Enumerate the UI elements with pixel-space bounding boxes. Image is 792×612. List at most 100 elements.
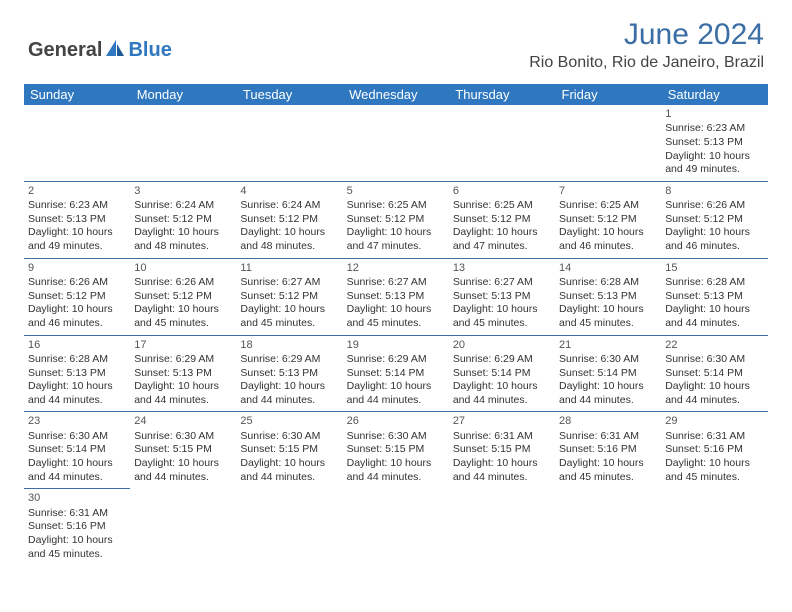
calendar-cell: 29Sunrise: 6:31 AMSunset: 5:16 PMDayligh…: [661, 412, 767, 489]
day-info-line: Sunrise: 6:26 AM: [28, 276, 126, 290]
day-info-line: Sunrise: 6:23 AM: [28, 199, 126, 213]
calendar-cell: [24, 105, 130, 181]
day-number: 14: [559, 261, 657, 275]
day-info-line: and 44 minutes.: [134, 394, 232, 408]
day-info-line: Sunrise: 6:27 AM: [453, 276, 551, 290]
day-info-line: and 45 minutes.: [134, 317, 232, 331]
day-info-line: and 45 minutes.: [559, 471, 657, 485]
location: Rio Bonito, Rio de Janeiro, Brazil: [529, 54, 764, 72]
calendar-cell: 1Sunrise: 6:23 AMSunset: 5:13 PMDaylight…: [661, 105, 767, 181]
calendar-cell: [130, 105, 236, 181]
day-info-line: Daylight: 10 hours: [28, 457, 126, 471]
calendar-cell: 10Sunrise: 6:26 AMSunset: 5:12 PMDayligh…: [130, 258, 236, 335]
calendar-row: 23Sunrise: 6:30 AMSunset: 5:14 PMDayligh…: [24, 412, 768, 489]
calendar-cell: [130, 489, 236, 565]
calendar-row: 9Sunrise: 6:26 AMSunset: 5:12 PMDaylight…: [24, 258, 768, 335]
day-info-line: and 47 minutes.: [453, 240, 551, 254]
day-header: Saturday: [661, 84, 767, 105]
day-info-line: Daylight: 10 hours: [559, 380, 657, 394]
calendar-cell: 13Sunrise: 6:27 AMSunset: 5:13 PMDayligh…: [449, 258, 555, 335]
day-info-line: Sunrise: 6:30 AM: [134, 430, 232, 444]
day-number: 5: [347, 184, 445, 198]
calendar-cell: 12Sunrise: 6:27 AMSunset: 5:13 PMDayligh…: [343, 258, 449, 335]
day-info-line: Daylight: 10 hours: [240, 303, 338, 317]
logo-text-general: General: [28, 39, 102, 62]
day-info-line: Sunset: 5:12 PM: [559, 213, 657, 227]
day-info-line: Sunrise: 6:24 AM: [134, 199, 232, 213]
calendar-cell: 24Sunrise: 6:30 AMSunset: 5:15 PMDayligh…: [130, 412, 236, 489]
header: General Blue June 2024 Rio Bonito, Rio d…: [0, 0, 792, 84]
day-info-line: Daylight: 10 hours: [453, 226, 551, 240]
day-info-line: Sunset: 5:13 PM: [665, 136, 763, 150]
day-info-line: and 45 minutes.: [559, 317, 657, 331]
calendar-cell: 25Sunrise: 6:30 AMSunset: 5:15 PMDayligh…: [236, 412, 342, 489]
day-number: 1: [665, 107, 763, 121]
month-title: June 2024: [529, 18, 764, 52]
day-info-line: Daylight: 10 hours: [559, 226, 657, 240]
day-info-line: Sunrise: 6:28 AM: [665, 276, 763, 290]
calendar-cell: 7Sunrise: 6:25 AMSunset: 5:12 PMDaylight…: [555, 181, 661, 258]
day-number: 8: [665, 184, 763, 198]
day-info-line: Sunset: 5:14 PM: [28, 443, 126, 457]
day-info-line: Daylight: 10 hours: [665, 303, 763, 317]
day-info-line: Sunrise: 6:24 AM: [240, 199, 338, 213]
calendar-cell: 28Sunrise: 6:31 AMSunset: 5:16 PMDayligh…: [555, 412, 661, 489]
day-info-line: Daylight: 10 hours: [240, 380, 338, 394]
day-info-line: and 45 minutes.: [240, 317, 338, 331]
calendar-cell: [661, 489, 767, 565]
day-info-line: and 44 minutes.: [347, 394, 445, 408]
day-info-line: Daylight: 10 hours: [665, 380, 763, 394]
day-info-line: Sunset: 5:12 PM: [134, 290, 232, 304]
calendar-cell: 2Sunrise: 6:23 AMSunset: 5:13 PMDaylight…: [24, 181, 130, 258]
sail-icon: [104, 38, 126, 63]
day-info-line: and 49 minutes.: [665, 163, 763, 177]
day-number: 22: [665, 338, 763, 352]
day-info-line: and 44 minutes.: [559, 394, 657, 408]
day-info-line: Daylight: 10 hours: [134, 226, 232, 240]
day-info-line: and 44 minutes.: [240, 394, 338, 408]
day-number: 25: [240, 414, 338, 428]
day-info-line: Sunrise: 6:30 AM: [665, 353, 763, 367]
day-info-line: Sunset: 5:12 PM: [240, 213, 338, 227]
day-header-row: Sunday Monday Tuesday Wednesday Thursday…: [24, 84, 768, 105]
day-info-line: Sunset: 5:12 PM: [665, 213, 763, 227]
day-info-line: and 48 minutes.: [134, 240, 232, 254]
day-info-line: and 45 minutes.: [347, 317, 445, 331]
day-info-line: and 48 minutes.: [240, 240, 338, 254]
day-info-line: Sunrise: 6:31 AM: [665, 430, 763, 444]
day-number: 6: [453, 184, 551, 198]
day-info-line: Sunrise: 6:27 AM: [240, 276, 338, 290]
day-info-line: Sunset: 5:15 PM: [347, 443, 445, 457]
calendar-cell: 30Sunrise: 6:31 AMSunset: 5:16 PMDayligh…: [24, 489, 130, 565]
day-info-line: Sunrise: 6:30 AM: [28, 430, 126, 444]
day-info-line: Sunset: 5:16 PM: [559, 443, 657, 457]
day-info-line: Sunrise: 6:30 AM: [347, 430, 445, 444]
day-number: 17: [134, 338, 232, 352]
day-info-line: Sunrise: 6:31 AM: [453, 430, 551, 444]
day-info-line: Sunset: 5:13 PM: [347, 290, 445, 304]
day-info-line: Sunrise: 6:31 AM: [28, 507, 126, 521]
day-info-line: Sunrise: 6:29 AM: [347, 353, 445, 367]
day-info-line: Sunrise: 6:26 AM: [665, 199, 763, 213]
day-info-line: Daylight: 10 hours: [28, 380, 126, 394]
day-info-line: Daylight: 10 hours: [28, 534, 126, 548]
calendar-cell: [343, 105, 449, 181]
calendar-row: 30Sunrise: 6:31 AMSunset: 5:16 PMDayligh…: [24, 489, 768, 565]
day-info-line: Sunset: 5:13 PM: [28, 213, 126, 227]
day-info-line: Sunset: 5:13 PM: [240, 367, 338, 381]
day-info-line: and 44 minutes.: [665, 394, 763, 408]
day-number: 21: [559, 338, 657, 352]
day-info-line: Sunset: 5:14 PM: [347, 367, 445, 381]
day-info-line: and 44 minutes.: [453, 471, 551, 485]
day-info-line: and 46 minutes.: [28, 317, 126, 331]
logo: General Blue: [28, 38, 172, 63]
day-number: 18: [240, 338, 338, 352]
day-info-line: Daylight: 10 hours: [453, 457, 551, 471]
calendar-cell: 23Sunrise: 6:30 AMSunset: 5:14 PMDayligh…: [24, 412, 130, 489]
calendar-cell: 18Sunrise: 6:29 AMSunset: 5:13 PMDayligh…: [236, 335, 342, 412]
day-info-line: Sunset: 5:14 PM: [665, 367, 763, 381]
day-info-line: Sunrise: 6:29 AM: [240, 353, 338, 367]
day-number: 16: [28, 338, 126, 352]
calendar-cell: [236, 105, 342, 181]
day-info-line: Daylight: 10 hours: [665, 150, 763, 164]
